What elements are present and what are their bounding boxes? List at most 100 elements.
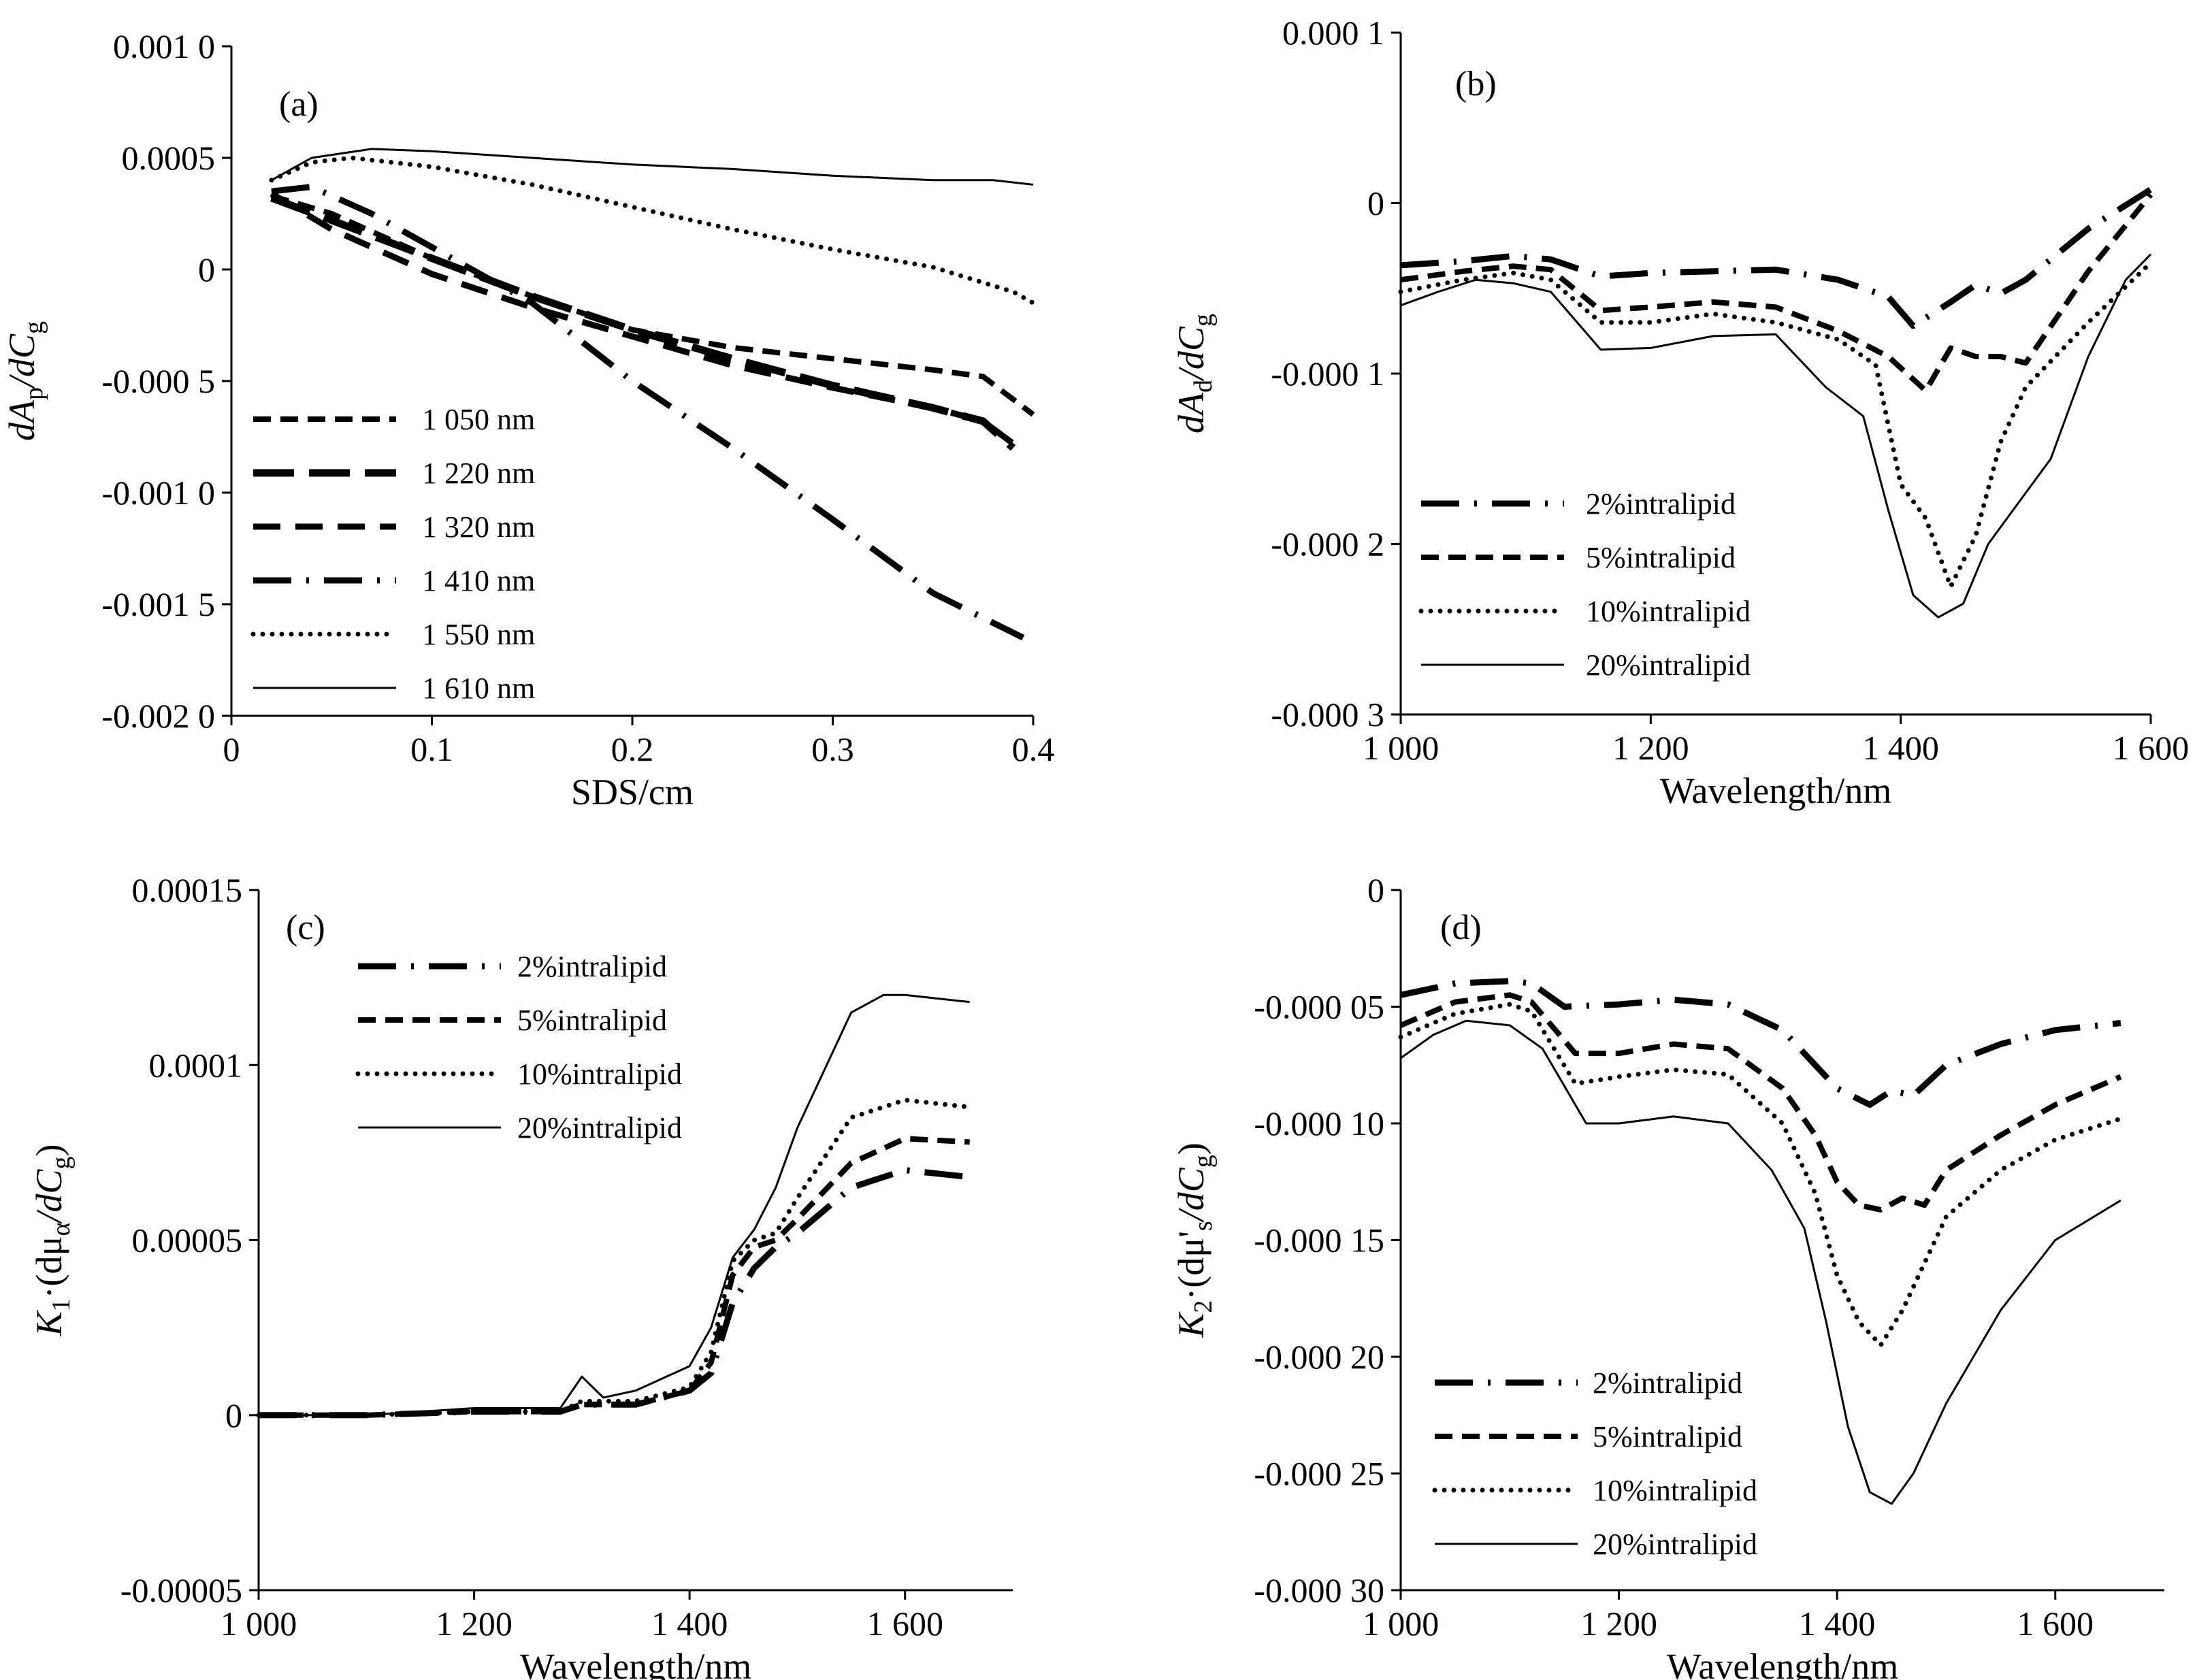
x-tick-label: 1 600: [866, 1604, 943, 1643]
series-line-5pctintralipid: [1400, 193, 2153, 394]
series-line-2pctintralipid: [1400, 186, 2153, 329]
y-axis-title-part: 1: [47, 1298, 76, 1311]
y-axis-title-part: /dC: [1, 333, 42, 389]
legend-label: 5%intralipid: [1586, 541, 1736, 574]
legend-label: 1 050 nm: [422, 403, 535, 436]
x-tick-label: 1 400: [1862, 729, 1939, 767]
series-line-10pctintralipid: [1398, 260, 2153, 589]
legend-label: 1 320 nm: [422, 510, 535, 544]
x-axis-title: SDS/cm: [571, 772, 694, 812]
series-line-2pctintralipid: [259, 1167, 971, 1419]
y-axis-title: dAp/dCg: [1, 321, 48, 441]
y-axis-title-part: g: [20, 321, 48, 334]
series-line-1-220-nm: [270, 194, 1016, 451]
y-tick-label: -0.000 05: [1254, 988, 1384, 1026]
y-axis-title-part: dA: [1, 399, 42, 441]
legend-label: 2%intralipid: [517, 950, 667, 983]
y-axis-title-part: ): [1171, 1142, 1211, 1155]
x-tick-label: 1 000: [221, 1604, 297, 1643]
series-line-20pctintralipid: [1400, 253, 2152, 619]
y-axis-title-part: ·(dμ: [29, 1236, 69, 1298]
legend-label: 5%intralipid: [1593, 1420, 1742, 1453]
series-line-1-320-nm: [270, 191, 1015, 446]
y-axis-title-part: g: [47, 1157, 76, 1170]
x-tick-label: 0.4: [1012, 730, 1055, 768]
x-axis-title: Wavelength/nm: [1660, 770, 1892, 811]
series-line-10pctintralipid: [1398, 1002, 2124, 1348]
y-tick-label: 0.00015: [132, 871, 243, 909]
x-tick-label: 0.1: [410, 730, 453, 768]
y-axis-title-part: d: [1189, 380, 1218, 393]
x-tick-label: 1 600: [2113, 729, 2190, 767]
y-tick-label: -0.000 30: [1254, 1571, 1384, 1609]
x-axis-title: Wavelength/nm: [520, 1646, 752, 1680]
y-tick-label: 0: [1367, 184, 1384, 223]
series-line-1-050-nm: [270, 193, 1035, 417]
panel-label: (b): [1455, 65, 1497, 103]
y-tick-label: -0.000 15: [1254, 1221, 1384, 1259]
y-axis-title: K1·(dμα/dCg): [29, 1144, 76, 1337]
y-axis-title-part: g: [1189, 314, 1218, 327]
x-axis-title: Wavelength/nm: [1667, 1646, 1899, 1680]
x-tick-label: 1 600: [2017, 1604, 2094, 1643]
y-axis-title: K2·(dμ's/dCg): [1171, 1142, 1218, 1338]
y-axis-title-part: p: [20, 387, 48, 400]
y-axis-title-part: ·(dμ': [1171, 1231, 1211, 1300]
x-tick-label: 0: [223, 730, 240, 768]
legend-label: 1 550 nm: [422, 618, 535, 651]
x-tick-label: 1 000: [1363, 729, 1440, 767]
y-tick-label: 0: [198, 250, 215, 289]
legend-label: 20%intralipid: [1593, 1528, 1757, 1561]
y-tick-label: -0.001 0: [101, 474, 215, 512]
legend-label: 2%intralipid: [1593, 1366, 1742, 1400]
y-axis-title-part: /dC: [29, 1169, 69, 1225]
y-tick-label: 0: [225, 1396, 242, 1434]
y-tick-label: -0.000 2: [1271, 525, 1384, 563]
y-tick-label: -0.001 5: [101, 585, 215, 623]
y-axis-title-part: dA: [1171, 392, 1211, 433]
legend-label: 1 220 nm: [422, 457, 535, 490]
y-tick-label: -0.000 1: [1271, 355, 1384, 393]
chart-panel-2: 1 000 1 200 1 400 1 600 0.000 1 0 -0.000 1 -0.0…: [1171, 14, 2189, 811]
y-tick-label: -0.00005: [120, 1571, 242, 1609]
y-tick-label: 0.000 1: [1282, 14, 1384, 52]
legend-label: 10%intralipid: [1586, 595, 1751, 628]
y-axis-title-part: ): [29, 1144, 69, 1157]
y-tick-label: -0.000 25: [1254, 1455, 1384, 1493]
y-tick-label: -0.000 5: [101, 362, 215, 400]
panel-label: (a): [279, 85, 319, 124]
x-tick-label: 0.2: [611, 730, 654, 768]
series-line-5pctintralipid: [259, 1136, 970, 1418]
series-line-1-550-nm: [269, 155, 1036, 306]
y-axis-title-part: s: [1189, 1221, 1218, 1231]
panel-label: (c): [286, 908, 325, 947]
chart-panel-4: 1 000 1 200 1 400 1 600 0 -0.000 05 -0.000 10 -…: [1171, 871, 2164, 1680]
y-tick-label: 0.0005: [122, 139, 216, 177]
y-tick-label: -0.000 3: [1271, 695, 1384, 734]
y-axis-title-part: α: [47, 1222, 76, 1236]
x-tick-label: 1 000: [1363, 1604, 1440, 1643]
y-tick-label: 0: [1367, 871, 1384, 909]
y-axis-title-part: /dC: [1171, 326, 1211, 382]
y-tick-label: 0.001 0: [113, 27, 215, 65]
y-tick-label: 0.0001: [149, 1046, 243, 1084]
series-line-5pctintralipid: [1399, 992, 2122, 1213]
legend-label: 10%intralipid: [1593, 1474, 1757, 1507]
legend-label: 5%intralipid: [517, 1004, 667, 1037]
y-tick-label: 0.00005: [132, 1221, 243, 1259]
series-line-20pctintralipid: [259, 993, 970, 1417]
legend-label: 1 410 nm: [422, 564, 535, 597]
legend-label: 20%intralipid: [1586, 648, 1751, 682]
y-tick-label: -0.000 10: [1254, 1104, 1384, 1142]
y-axis-title-part: K: [29, 1309, 69, 1336]
series-line-20pctintralipid: [1400, 1019, 2121, 1505]
x-tick-label: 1 400: [651, 1604, 728, 1643]
series-line-10pctintralipid: [256, 1098, 973, 1418]
x-tick-label: 0.3: [811, 730, 854, 768]
chart-panel-3: 1 000 1 200 1 400 1 600 0.00015 0.0001 0.00005…: [29, 871, 1013, 1680]
y-axis-title-part: K: [1171, 1311, 1211, 1338]
legend-label: 10%intralipid: [517, 1057, 682, 1091]
x-tick-label: 1 200: [436, 1604, 513, 1643]
y-axis-title-part: /dC: [1171, 1167, 1211, 1223]
panel-label: (d): [1440, 908, 1482, 947]
